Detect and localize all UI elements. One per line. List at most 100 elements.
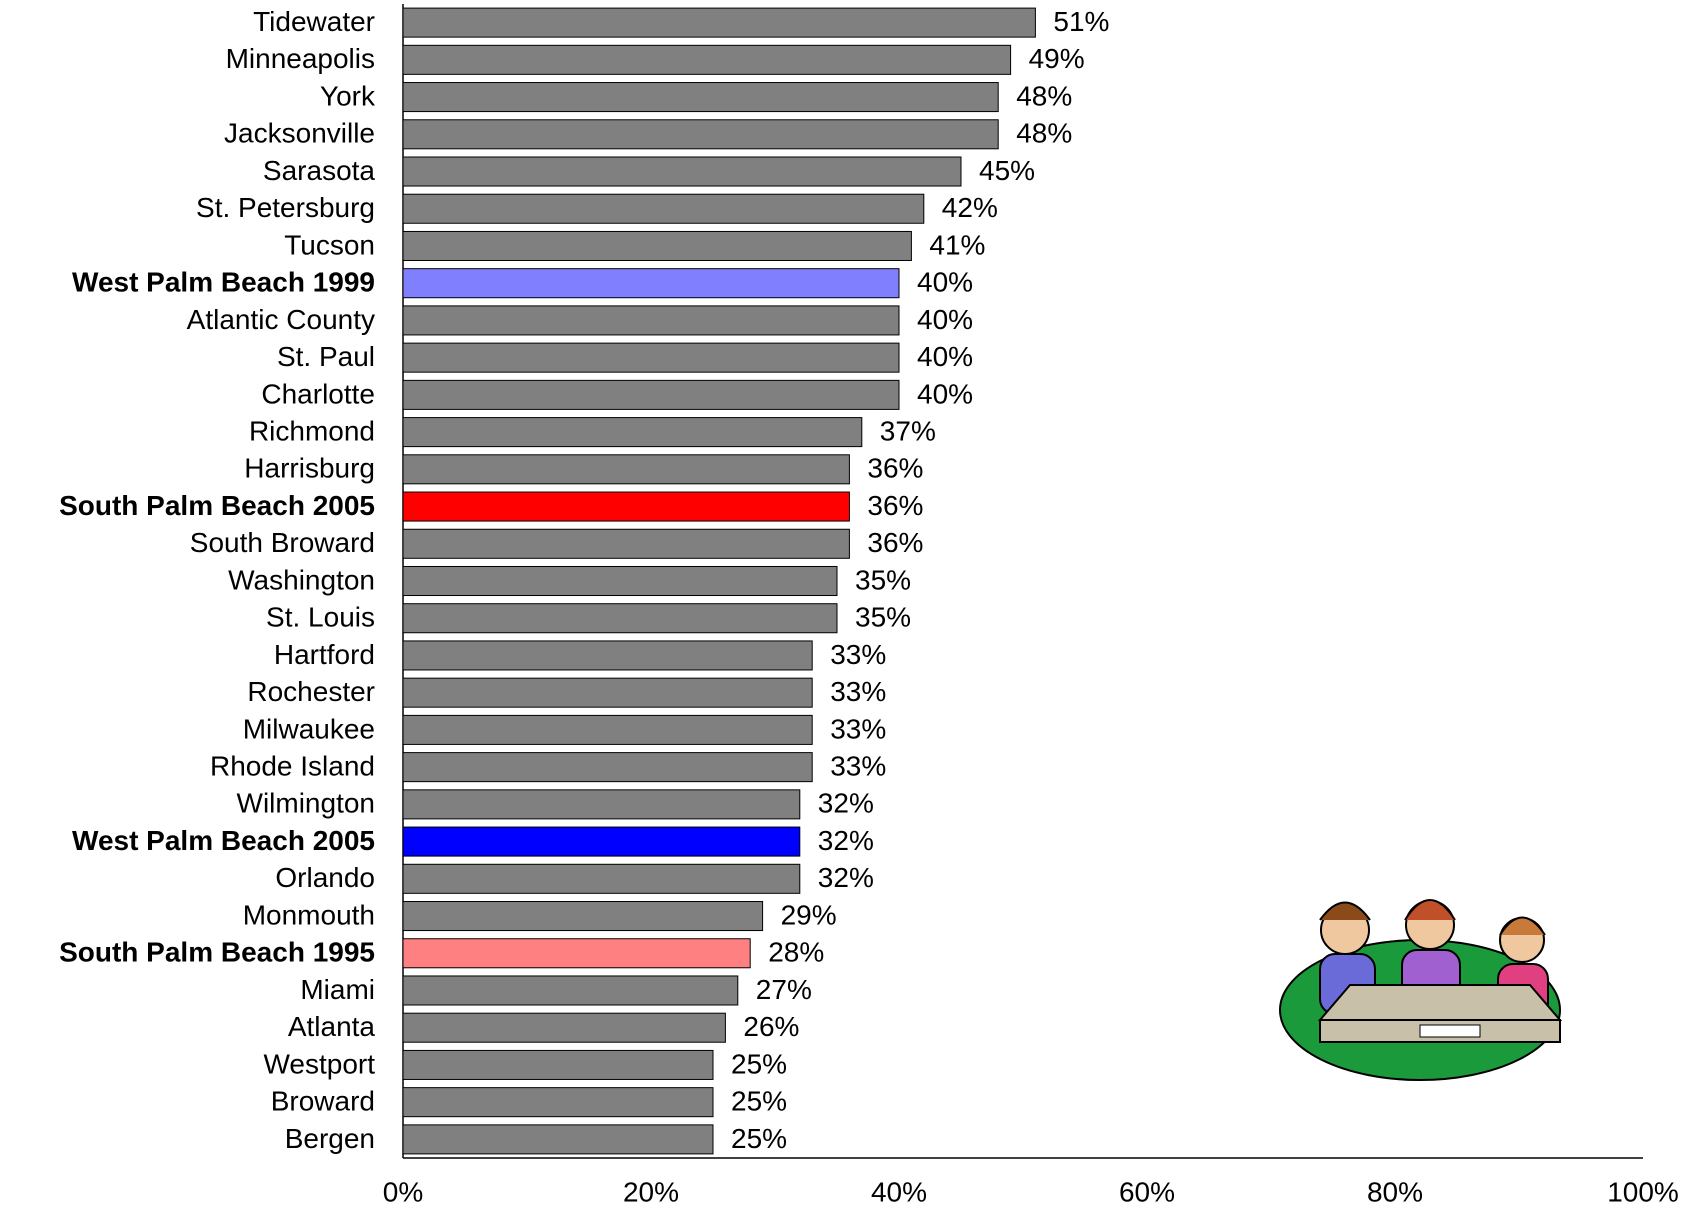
value-label: 32% xyxy=(818,825,874,856)
category-label: Miami xyxy=(300,974,375,1005)
category-label: Tidewater xyxy=(253,6,375,37)
x-tick-label: 0% xyxy=(383,1176,423,1207)
bar xyxy=(402,1049,714,1080)
value-label: 25% xyxy=(731,1048,787,1079)
x-tick-label: 100% xyxy=(1607,1176,1679,1207)
bar xyxy=(402,342,900,373)
category-label: West Palm Beach 2005 xyxy=(72,825,375,856)
value-label: 27% xyxy=(756,974,812,1005)
category-label: Atlantic County xyxy=(187,304,375,335)
bar xyxy=(402,82,999,113)
value-label: 37% xyxy=(880,415,936,446)
bar xyxy=(402,863,801,894)
bar xyxy=(402,1087,714,1118)
value-label: 28% xyxy=(768,937,824,968)
value-label: 33% xyxy=(830,713,886,744)
category-label: South Palm Beach 1995 xyxy=(59,937,375,968)
bar xyxy=(402,901,764,932)
category-label: South Broward xyxy=(190,527,375,558)
category-label: Hartford xyxy=(274,639,375,670)
bar xyxy=(402,268,900,299)
category-label: Tucson xyxy=(284,229,375,260)
value-label: 25% xyxy=(731,1086,787,1117)
bar xyxy=(402,44,1012,75)
value-label: 33% xyxy=(830,751,886,782)
category-label: Milwaukee xyxy=(243,713,375,744)
category-label: Broward xyxy=(271,1086,375,1117)
category-label: Orlando xyxy=(275,862,375,893)
bar xyxy=(402,305,900,336)
value-label: 32% xyxy=(818,788,874,819)
category-label: York xyxy=(320,80,376,111)
value-label: 48% xyxy=(1016,118,1072,149)
value-label: 33% xyxy=(830,639,886,670)
bar xyxy=(402,7,1036,38)
bar xyxy=(402,193,925,224)
bar xyxy=(402,156,962,187)
bar xyxy=(402,379,900,410)
bar xyxy=(402,975,739,1006)
x-tick-label: 40% xyxy=(871,1176,927,1207)
bar xyxy=(402,752,813,783)
bar xyxy=(402,417,863,448)
value-label: 41% xyxy=(929,229,985,260)
category-label: Wilmington xyxy=(237,788,375,819)
value-label: 40% xyxy=(917,341,973,372)
value-label: 36% xyxy=(867,527,923,558)
bar xyxy=(402,565,838,597)
category-label: Rhode Island xyxy=(210,751,375,782)
value-label: 49% xyxy=(1029,43,1085,74)
clip-art xyxy=(1279,899,1563,1081)
category-label: St. Paul xyxy=(277,341,375,372)
bar xyxy=(402,677,813,708)
value-label: 33% xyxy=(830,676,886,707)
category-label: Charlotte xyxy=(261,378,375,409)
category-label: Rochester xyxy=(247,676,375,707)
bar xyxy=(402,714,813,745)
category-label: Monmouth xyxy=(243,899,375,930)
value-label: 36% xyxy=(867,490,923,521)
category-label: Westport xyxy=(263,1048,375,1079)
value-label: 29% xyxy=(781,899,837,930)
category-label: Bergen xyxy=(285,1123,375,1154)
value-label: 48% xyxy=(1016,80,1072,111)
bar xyxy=(402,528,850,559)
category-label: St. Petersburg xyxy=(196,192,375,223)
value-label: 40% xyxy=(917,378,973,409)
value-label: 25% xyxy=(731,1123,787,1154)
category-label: Atlanta xyxy=(288,1011,376,1042)
x-tick-label: 80% xyxy=(1367,1176,1423,1207)
category-label: Harrisburg xyxy=(244,453,375,484)
value-label: 35% xyxy=(855,602,911,633)
bar xyxy=(402,1012,726,1043)
bar xyxy=(402,938,751,969)
value-label: 36% xyxy=(867,453,923,484)
bar xyxy=(402,603,838,634)
category-label: West Palm Beach 1999 xyxy=(72,267,375,298)
category-label: Sarasota xyxy=(263,155,375,186)
value-label: 42% xyxy=(942,192,998,223)
bar xyxy=(402,119,999,150)
bar xyxy=(402,1124,714,1155)
bar xyxy=(402,454,850,485)
bar xyxy=(402,789,801,820)
value-label: 51% xyxy=(1053,6,1109,37)
category-label: Richmond xyxy=(249,415,375,446)
value-label: 35% xyxy=(855,564,911,595)
value-label: 40% xyxy=(917,267,973,298)
value-label: 45% xyxy=(979,155,1035,186)
category-label: St. Louis xyxy=(266,602,375,633)
category-label: South Palm Beach 2005 xyxy=(59,490,375,521)
x-tick-label: 60% xyxy=(1119,1176,1175,1207)
value-label: 26% xyxy=(743,1011,799,1042)
value-label: 40% xyxy=(917,304,973,335)
category-label: Washington xyxy=(228,564,375,595)
bar xyxy=(402,491,850,522)
bar xyxy=(402,826,801,857)
value-label: 32% xyxy=(818,862,874,893)
x-tick-label: 20% xyxy=(623,1176,679,1207)
category-label: Jacksonville xyxy=(224,118,375,149)
bar xyxy=(402,640,813,671)
category-label: Minneapolis xyxy=(226,43,375,74)
